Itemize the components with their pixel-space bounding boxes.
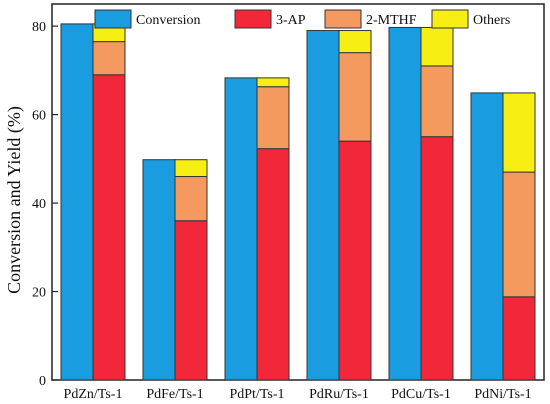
legend-swatch (431, 9, 469, 29)
y-tick-label: 40 (32, 197, 46, 212)
legend-swatch (234, 9, 272, 29)
bar-others (256, 77, 290, 88)
bar-others (420, 26, 454, 67)
bar-2-mthf (174, 176, 208, 222)
legend-swatch (94, 9, 132, 29)
legend-label: 2-MTHF (366, 13, 417, 28)
bar-3-ap (502, 296, 536, 381)
axes-group: 0 20 40 60 80 PdZn/Ts-1 PdFe/Ts-1 PdPt/Ts-1 PdRu… (32, 20, 532, 402)
bar-3-ap (420, 136, 454, 381)
legend-label: 3-AP (276, 13, 306, 28)
bar-conversion (388, 26, 422, 381)
x-tick-label: PdFe/Ts-1 (146, 387, 203, 402)
x-tick-label: PdZn/Ts-1 (64, 387, 123, 402)
legend-label: Conversion (136, 13, 201, 28)
bar-3-ap (256, 148, 290, 381)
bars-group (60, 23, 536, 381)
x-tick-label: PdCu/Ts-1 (391, 387, 451, 402)
bar-others (338, 30, 372, 54)
legend-swatch (324, 9, 362, 29)
bar-3-ap (92, 74, 126, 381)
x-tick-label: PdRu/Ts-1 (309, 387, 369, 402)
bar-2-mthf (92, 41, 126, 76)
plot-frame (51, 3, 545, 381)
bar-others (174, 159, 208, 178)
y-tick-label: 20 (32, 286, 46, 301)
bar-conversion (470, 92, 504, 381)
x-tick-label: PdPt/Ts-1 (229, 387, 284, 402)
x-tick-label: PdNi/Ts-1 (474, 387, 531, 402)
bar-conversion (142, 159, 176, 381)
plot-border (51, 3, 545, 381)
y-tick-label: 0 (39, 374, 46, 389)
legend: Conversion 3-AP 2-MTHF Others (94, 9, 510, 29)
y-tick-label: 60 (32, 109, 46, 124)
bar-2-mthf (502, 171, 536, 298)
bar-conversion (306, 30, 340, 381)
bar-2-mthf (420, 65, 454, 138)
bar-others (502, 92, 536, 173)
bar-2-mthf (338, 52, 372, 142)
legend-label: Others (473, 13, 510, 28)
bar-conversion (224, 77, 258, 381)
y-axis-title: Conversion and Yield (%) (4, 106, 25, 294)
bar-3-ap (174, 220, 208, 381)
y-tick-label: 80 (32, 20, 46, 35)
bar-2-mthf (256, 86, 290, 150)
bar-conversion (60, 23, 94, 381)
bar-3-ap (338, 140, 372, 381)
